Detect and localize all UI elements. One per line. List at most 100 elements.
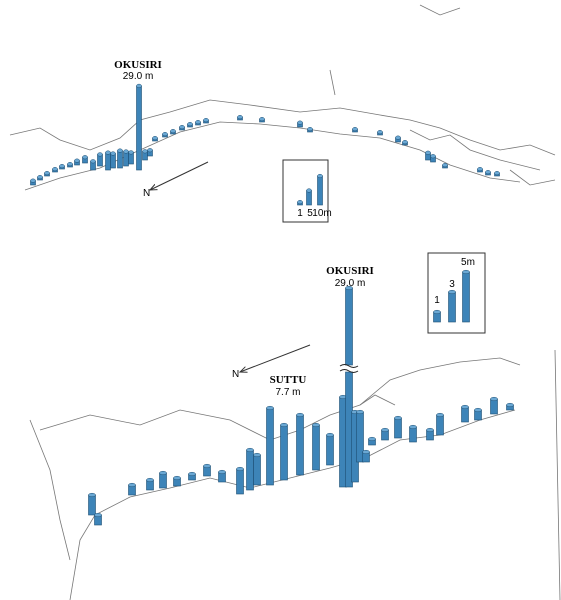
bar-cap [128, 482, 136, 488]
bar [462, 271, 470, 323]
north-arrow [150, 161, 209, 190]
bar-cap [462, 269, 470, 275]
bar-cap [362, 449, 370, 455]
bar [296, 414, 304, 476]
bar [306, 190, 312, 206]
bar-cap [146, 477, 154, 483]
bar-cap [259, 117, 265, 122]
bar [266, 407, 274, 486]
bar [461, 406, 469, 423]
bar-cap [297, 200, 303, 205]
bar [136, 85, 142, 171]
bar-cap [345, 285, 353, 291]
bar-cap [246, 447, 254, 453]
bar-cap [105, 150, 111, 155]
bar-cap [147, 148, 153, 153]
bar-cap [136, 83, 142, 88]
bar-cap [442, 163, 448, 168]
site-name: OKUSIRI [326, 265, 374, 277]
bar-cap [90, 159, 96, 164]
break-mark [339, 364, 359, 373]
bar [326, 434, 334, 466]
bar-cap [280, 422, 288, 428]
bar-cap [317, 173, 323, 179]
bar-cap [162, 132, 168, 137]
scale-box [427, 252, 486, 334]
bar-cap [377, 130, 383, 135]
coastline [69, 409, 516, 600]
site-name: SUTTU [270, 374, 307, 386]
bar-cap [266, 405, 274, 411]
bar-cap [474, 407, 482, 413]
coastline [39, 357, 521, 441]
bar [159, 472, 167, 489]
bar-cap [152, 136, 158, 141]
bar [448, 291, 456, 323]
bar [88, 494, 96, 516]
bar-cap [117, 148, 123, 153]
bar-cap [142, 149, 148, 154]
coastline [29, 349, 561, 600]
coastline [329, 4, 556, 186]
bar [312, 424, 320, 471]
bar-cap [37, 175, 43, 180]
bar-cap [506, 402, 514, 408]
bar-cap [203, 463, 211, 469]
scale-box [282, 159, 329, 223]
bar-cap [52, 167, 58, 172]
bar-cap [236, 466, 244, 472]
bar-cap [402, 140, 408, 145]
bar-cap [253, 452, 261, 458]
bar-cap [490, 396, 498, 402]
bar [394, 417, 402, 439]
bar-cap [352, 127, 358, 132]
bar [280, 424, 288, 481]
site-height: 29.0 m [335, 278, 366, 289]
bar-cap [448, 289, 456, 295]
bar [110, 153, 116, 169]
bar-cap [237, 115, 243, 120]
bar-cap [195, 120, 201, 125]
bar-cap [123, 149, 129, 154]
bar-cap [67, 162, 73, 167]
bar-cap [74, 158, 80, 163]
bar-cap [430, 154, 436, 159]
bar-cap [296, 412, 304, 418]
bar-cap [59, 164, 65, 169]
bar-cap [381, 427, 389, 433]
scale-label: 1 [434, 295, 440, 306]
bar-cap [128, 150, 134, 155]
bar [117, 150, 123, 169]
bar-cap [436, 412, 444, 418]
bar [105, 152, 111, 171]
bar-cap [306, 188, 312, 193]
scale-label: 1 [297, 208, 303, 219]
bar-cap [356, 409, 364, 415]
bar-cap [187, 122, 193, 127]
coastline [9, 99, 556, 156]
bar [246, 449, 254, 491]
bar-cap [110, 151, 116, 156]
bar-cap [88, 492, 96, 498]
bar [436, 414, 444, 436]
bar-cap [82, 155, 88, 160]
bar [236, 468, 244, 495]
bar [317, 175, 323, 206]
bar-cap [494, 171, 500, 176]
bar [123, 151, 129, 167]
scale-label: 5 [307, 208, 313, 219]
bar-cap [461, 404, 469, 410]
bar-cap [426, 427, 434, 433]
bar-cap [425, 150, 431, 155]
site-height: 7.7 m [275, 387, 300, 398]
bar-cap [170, 129, 176, 134]
bar-cap [409, 424, 417, 430]
bar-cap [297, 120, 303, 125]
scale-label: 5m [461, 257, 475, 268]
bar-cap [159, 470, 167, 476]
bar-cap [477, 167, 483, 172]
bar-cap [30, 178, 36, 183]
bar-cap [173, 475, 181, 481]
